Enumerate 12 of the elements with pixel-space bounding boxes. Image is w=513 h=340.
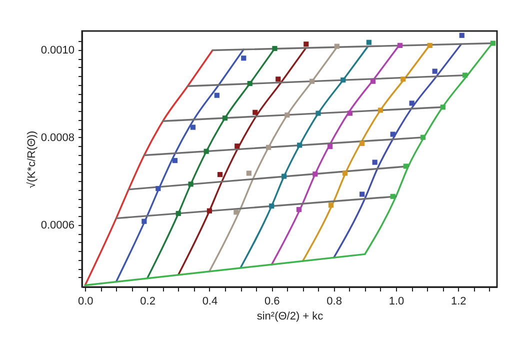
- x-tick-label: 1.0: [388, 296, 404, 308]
- y-axis-title: √(K*c/R(Θ)): [26, 130, 38, 188]
- x-tick-label: 0.8: [326, 296, 342, 308]
- y-tick-label: 0.0010: [40, 44, 74, 56]
- y-tick-label: 0.0006: [40, 219, 74, 232]
- x-tick-label: 1.2: [450, 296, 466, 308]
- x-tick-label: 0.2: [140, 296, 156, 308]
- x-tick-label: 0.4: [202, 296, 218, 308]
- x-tick-label: 0.0: [78, 296, 94, 308]
- x-axis-title: sin²(Θ/2) + kc: [256, 310, 324, 322]
- x-tick-label: 0.6: [264, 296, 280, 308]
- y-tick-label: 0.0008: [40, 132, 74, 144]
